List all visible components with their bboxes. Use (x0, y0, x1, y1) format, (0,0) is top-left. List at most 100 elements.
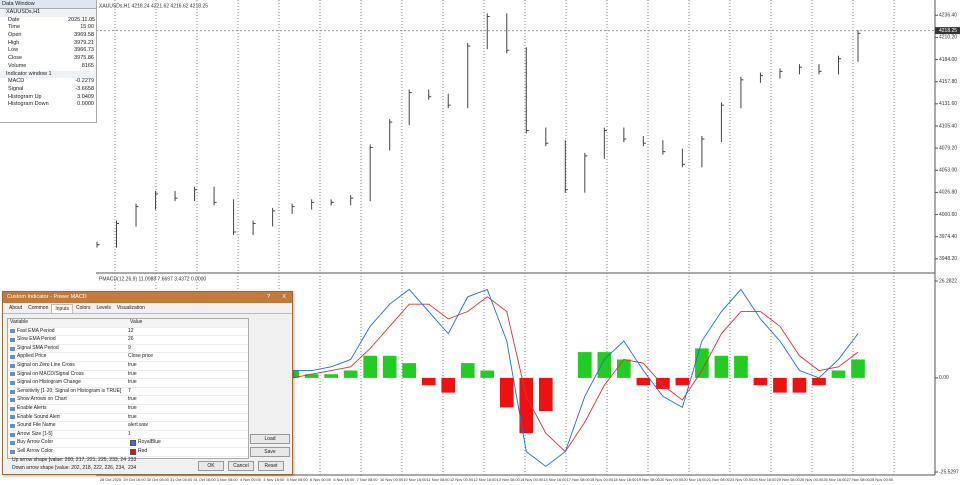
input-name: Sell Arrow Color (17, 447, 53, 454)
date-label: 26 Nov 16:00 (823, 477, 847, 482)
input-value: 26 (128, 336, 134, 343)
input-value-cell: RoyalBlue (130, 439, 161, 447)
input-row[interactable]: Applied Price Close price (8, 353, 248, 362)
input-name-cell: Applied Price (8, 353, 126, 361)
input-name: Fast EMA Period (17, 327, 55, 334)
histogram-bar (480, 370, 495, 378)
input-value-cell: true (126, 405, 248, 413)
ok-button[interactable]: OK (198, 461, 224, 471)
tab[interactable]: Levels (96, 305, 111, 311)
tab[interactable]: Inputs (51, 304, 73, 313)
input-row[interactable]: Sensitivity [1-20; Signal on Histogram i… (8, 388, 248, 397)
data-value: 2025.11.05 (68, 16, 96, 23)
input-value: RoyalBlue (138, 439, 161, 446)
input-name-cell: Sound File Name (8, 422, 126, 430)
data-row: Histogram Up 3.0409 (0, 94, 96, 102)
input-icon (10, 363, 15, 368)
reset-button[interactable]: Reset (258, 461, 284, 471)
close-button[interactable]: X (282, 294, 286, 300)
input-row[interactable]: Signal on MACD/Signal Cross true (8, 371, 248, 380)
save-button[interactable]: Save (250, 447, 290, 457)
data-row: Close 3975.86 (0, 55, 96, 63)
data-value: 15:00 (80, 24, 94, 31)
data-value: 3966.73 (74, 47, 94, 54)
data-label: Open (8, 32, 22, 39)
input-row[interactable]: Fast EMA Period 12 (8, 328, 248, 337)
date-label: 24 Nov 16:00 (753, 477, 777, 482)
input-row[interactable]: Signal on Histogram Change true (8, 379, 248, 388)
price-tick-label: 4026.80 (939, 190, 957, 196)
data-label: Date (8, 16, 20, 23)
input-row[interactable]: Enable Sound Alert true (8, 414, 248, 423)
inputs-table: Variable Value Fast EMA Period 12 Slow EMA P… (7, 318, 249, 474)
date-label: 3 Nov 08:00 (217, 477, 239, 482)
data-row: Time 15:00 (0, 24, 96, 32)
histogram-bar (675, 377, 690, 386)
data-row: High 3979.21 (0, 40, 96, 48)
date-label: 17 Nov 08:00 (567, 477, 591, 482)
data-row: MACD -0.2279 (0, 78, 96, 86)
input-row[interactable]: Signal SMA Period 9 (8, 345, 248, 354)
input-value-cell: 26 (126, 336, 248, 344)
histogram-bar (363, 355, 378, 378)
cancel-button[interactable]: Cancel (228, 461, 254, 471)
date-label: 28 Oct 2025 (100, 477, 121, 482)
column-header: Variable (10, 319, 28, 325)
histogram-bar (773, 377, 787, 393)
data-value: 3969.58 (74, 32, 94, 39)
input-name: Up arrow shape [value: 200, 217, 221, 22… (12, 456, 126, 463)
histogram-bar (460, 363, 475, 378)
help-button[interactable]: ? (266, 294, 270, 300)
input-row[interactable]: Signal on Zero Line Cross true (8, 362, 248, 371)
input-icon (10, 346, 15, 351)
date-label: 13 Nov 08:00 (497, 477, 521, 482)
data-label: Volume (8, 62, 27, 69)
input-row[interactable]: Sell Arrow Color Red (8, 448, 248, 457)
tab[interactable]: Visualization (116, 305, 145, 311)
input-row[interactable]: Enable Alerts true (8, 405, 248, 414)
date-label: 10 Nov 00:00 (380, 477, 404, 482)
input-value: 234 (128, 465, 137, 472)
input-name: Buy Arrow Color (17, 439, 54, 446)
input-name-cell: Signal on Histogram Change (8, 379, 126, 387)
date-label: 20 Nov 16:00 (683, 477, 707, 482)
input-row[interactable]: Buy Arrow Color RoyalBlue (8, 439, 248, 448)
date-label: 6 Nov 00:00 (310, 477, 332, 482)
input-value: true (128, 370, 137, 377)
input-row[interactable]: Slow EMA Period 26 (8, 336, 248, 345)
dialog-title: Custom Indicator - Power MACD (7, 294, 87, 300)
histogram-bar (636, 377, 651, 386)
date-label: 14 Nov 00:00 (520, 477, 544, 482)
data-label: High (8, 39, 20, 46)
input-name: Applied Price (17, 353, 47, 360)
input-name: Sound File Name (17, 422, 56, 429)
tabs: About Common Inputs Colors Levels Visualizati… (3, 304, 292, 314)
input-icon (10, 423, 15, 428)
tab[interactable]: Colors (76, 305, 91, 311)
input-value: true (128, 404, 137, 411)
input-row[interactable]: Down arrow shape [value: 202, 218, 222, … (8, 465, 248, 474)
date-label: 18 Nov 00:00 (590, 477, 614, 482)
input-value-cell: alert.wav (126, 422, 248, 430)
input-value-cell: true (126, 362, 248, 370)
input-value: alert.wav (128, 422, 149, 429)
load-button[interactable]: Load (250, 434, 290, 444)
price-tick-label: 4131.60 (939, 101, 957, 107)
date-label: 21 Nov 08:00 (707, 477, 731, 482)
dialog-titlebar: Custom Indicator - Power MACD ? X (3, 292, 292, 303)
tab[interactable]: Common (28, 305, 49, 311)
tab[interactable]: About (9, 305, 23, 311)
input-row[interactable]: Sound File Name alert.wav (8, 422, 248, 431)
date-label: 4 Nov 16:00 (263, 477, 285, 482)
date-label: 28 Nov 00:00 (870, 477, 894, 482)
indicator-tick-label: -25.5297 (939, 469, 959, 475)
histogram-bar (421, 377, 436, 386)
input-icon (10, 398, 15, 403)
price-tick-label: 4105.40 (939, 123, 957, 129)
input-value-cell: 234 (126, 465, 248, 473)
input-row[interactable]: Show Arrows on Chart true (8, 396, 248, 405)
input-row[interactable]: Up arrow shape [value: 200, 217, 221, 22… (8, 457, 248, 466)
date-label: 5 Nov 08:00 (287, 477, 309, 482)
input-icon (10, 337, 15, 342)
input-row[interactable]: Arrow Size [1-5] 1 (8, 431, 248, 440)
